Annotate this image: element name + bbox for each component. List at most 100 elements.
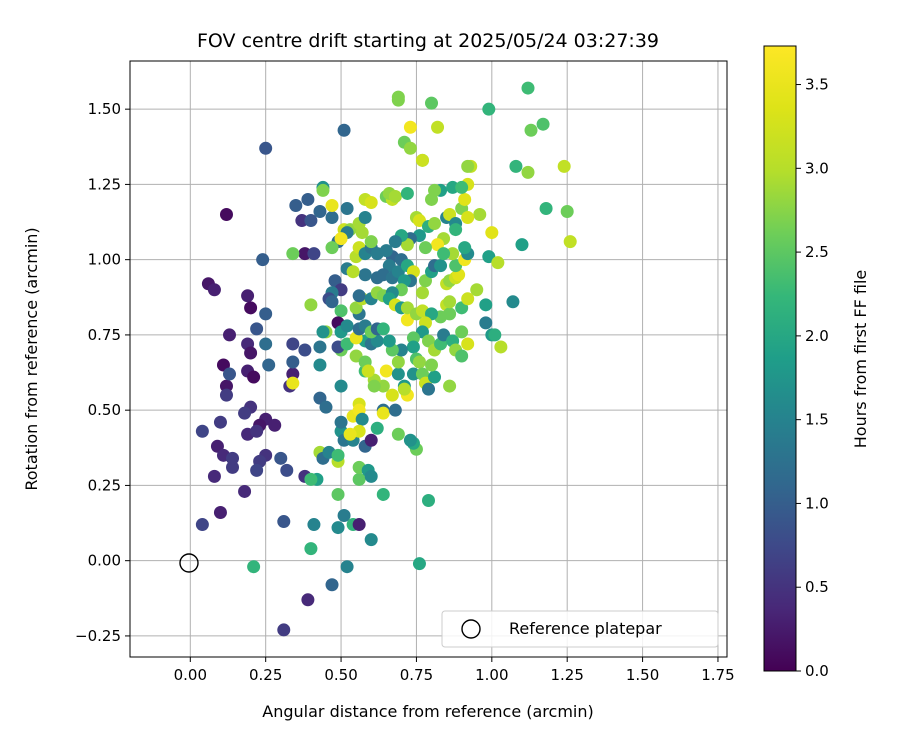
data-point [286,337,300,351]
data-point [406,367,420,381]
data-point [259,141,273,155]
y-tick-label: 1.00 [88,251,121,269]
data-point [397,382,411,396]
data-point [313,340,327,354]
data-point [223,367,236,381]
data-point [195,518,209,532]
chart-title: FOV centre drift starting at 2025/05/24 … [197,30,659,52]
data-point [376,406,390,420]
colorbar-tick-label: 3.5 [805,76,829,94]
data-point [370,421,384,435]
plot-frame [129,60,728,658]
data-point [415,286,429,300]
data-point [325,295,339,309]
data-point [286,247,300,261]
data-point [382,334,396,348]
x-tick-label: 1.25 [550,666,583,684]
data-point [376,322,390,336]
data-point [403,120,417,134]
data-point [334,232,348,246]
data-point [219,388,233,402]
data-point [428,183,442,197]
data-point [313,205,327,219]
data-point [226,451,240,465]
data-point [301,192,315,206]
data-point [388,189,402,203]
y-tick-label: 0.00 [88,552,121,570]
data-point [461,211,475,225]
data-point [250,463,264,477]
data-point [301,593,315,607]
data-point [307,518,321,532]
data-point [307,247,321,261]
data-point [277,623,291,637]
x-axis-label: Angular distance from reference (arcmin) [262,702,593,721]
data-point [461,159,475,173]
data-point [286,376,300,390]
data-point [316,183,330,197]
data-point [364,533,378,547]
data-point [358,268,372,282]
data-point [219,208,233,222]
data-point [334,304,348,318]
y-tick-label: 1.50 [88,100,121,118]
data-point [319,400,333,414]
data-point [316,325,330,339]
data-point [331,448,345,462]
x-tick-label: 1.00 [475,666,508,684]
data-point [446,247,460,261]
data-point [325,198,339,212]
data-point [238,406,252,420]
data-point [244,346,258,360]
data-point [482,102,496,116]
data-point [394,343,408,357]
data-point [325,211,339,225]
x-tick-label: 0.50 [324,666,357,684]
data-point [418,241,432,255]
legend-marker-icon [461,619,481,639]
data-point [247,370,261,384]
grid-lines [130,61,727,657]
data-point [367,379,381,393]
colorbar-tick-label: 2.0 [805,327,829,345]
data-point [415,153,429,167]
data-point [485,226,499,240]
data-point [425,358,439,372]
data-point [238,484,252,498]
data-point [268,418,282,432]
x-tick-label: 1.50 [626,666,659,684]
data-point [346,265,360,279]
data-point [223,328,236,342]
data-point [385,388,399,402]
data-point [352,472,366,486]
data-point [286,367,300,381]
data-point [479,316,493,330]
data-point [259,307,273,321]
data-point [343,427,357,441]
x-tick-label: 0.75 [400,666,433,684]
y-tick-label: 0.75 [88,326,121,344]
colorbar-tick-label: 0.0 [805,662,829,680]
data-point [262,358,276,372]
data-point [247,560,261,574]
data-point [256,253,270,267]
data-point [337,509,351,523]
data-point [391,367,405,381]
data-point [298,247,312,261]
data-point [304,298,318,312]
data-point [428,370,442,384]
data-point [340,560,354,574]
data-point [304,214,318,228]
y-axis-label: Rotation from reference (arcmin) [22,227,41,490]
data-point [391,355,405,369]
y-axis-ticks: −0.25 0.00 0.25 0.50 0.75 1.00 1.25 1.50 [75,100,130,645]
data-point [406,340,420,354]
data-point [340,319,354,333]
data-point [455,349,469,363]
data-point [412,355,426,369]
colorbar-tick-label: 1.5 [805,411,829,429]
x-axis-ticks: 0.00 0.25 0.50 0.75 1.00 1.25 1.50 1.75 [174,657,735,684]
data-point [437,247,451,261]
data-point [361,364,375,378]
data-point [446,180,460,194]
